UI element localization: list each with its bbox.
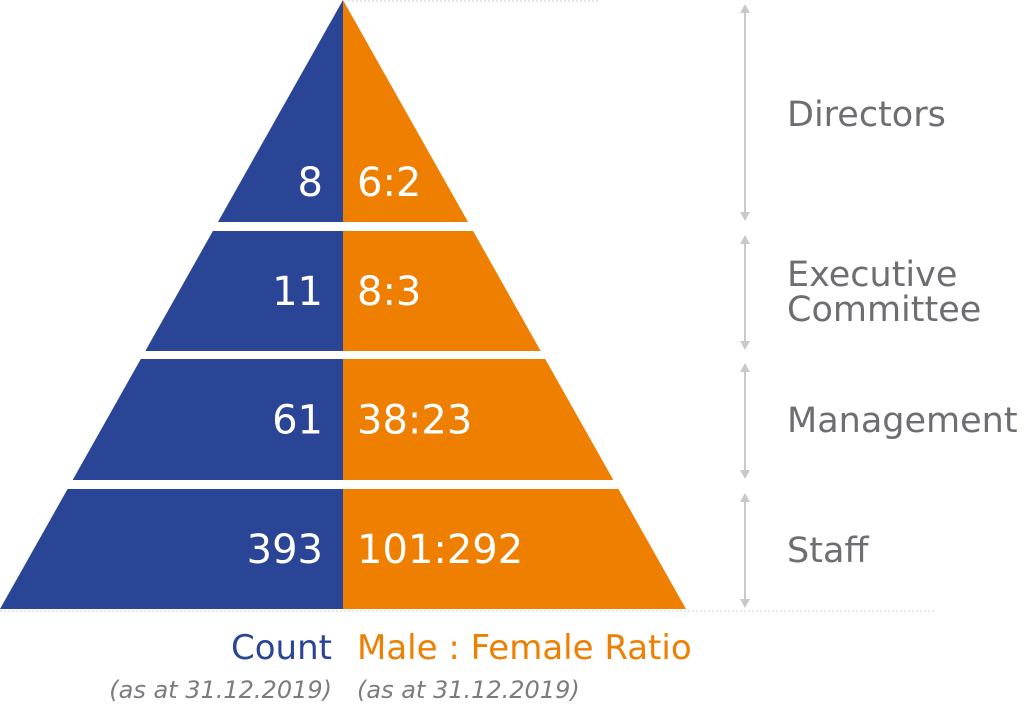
range-arrow-management	[740, 363, 750, 479]
band-count-executive-committee	[145, 231, 343, 351]
level-label-directors-line1: Directors	[787, 95, 946, 135]
level-label-executive-committee-line1: Executive	[787, 255, 957, 295]
count-value-directors: 8	[298, 160, 323, 206]
legend-ratio-title: Male : Female Ratio	[357, 628, 692, 668]
count-value-management: 61	[272, 398, 323, 444]
legend-ratio-date: (as at 31.12.2019)	[357, 676, 580, 704]
level-label-staff-line1: Staff	[787, 531, 869, 571]
band-ratio-management	[343, 359, 614, 480]
range-arrow-directors	[740, 4, 750, 221]
legend-count-title: Count	[231, 628, 332, 668]
level-label-executive-committee-line2: Committee	[787, 290, 981, 330]
legend-count-date: (as at 31.12.2019)	[109, 676, 332, 704]
level-label-management-line1: Management	[787, 401, 1018, 441]
count-value-staff: 393	[247, 527, 323, 573]
count-value-executive-committee: 11	[272, 269, 323, 315]
ratio-value-executive-committee: 8:3	[357, 269, 421, 315]
band-ratio-directors	[343, 0, 469, 222]
gender-ratio-pyramid: 8 6:2 11 8:3 61 38:23 393 101:292 Directors Exec…	[0, 0, 1018, 612]
band-count-management	[72, 359, 343, 480]
range-arrow-executive-committee	[740, 235, 750, 350]
band-ratio-staff	[343, 489, 686, 609]
range-arrow-staff	[740, 493, 750, 608]
band-ratio-executive-committee	[343, 231, 541, 351]
ratio-value-staff: 101:292	[357, 527, 523, 573]
ratio-value-directors: 6:2	[357, 160, 421, 206]
band-count-directors	[217, 0, 343, 222]
band-count-staff	[0, 489, 343, 609]
ratio-value-management: 38:23	[357, 398, 472, 444]
